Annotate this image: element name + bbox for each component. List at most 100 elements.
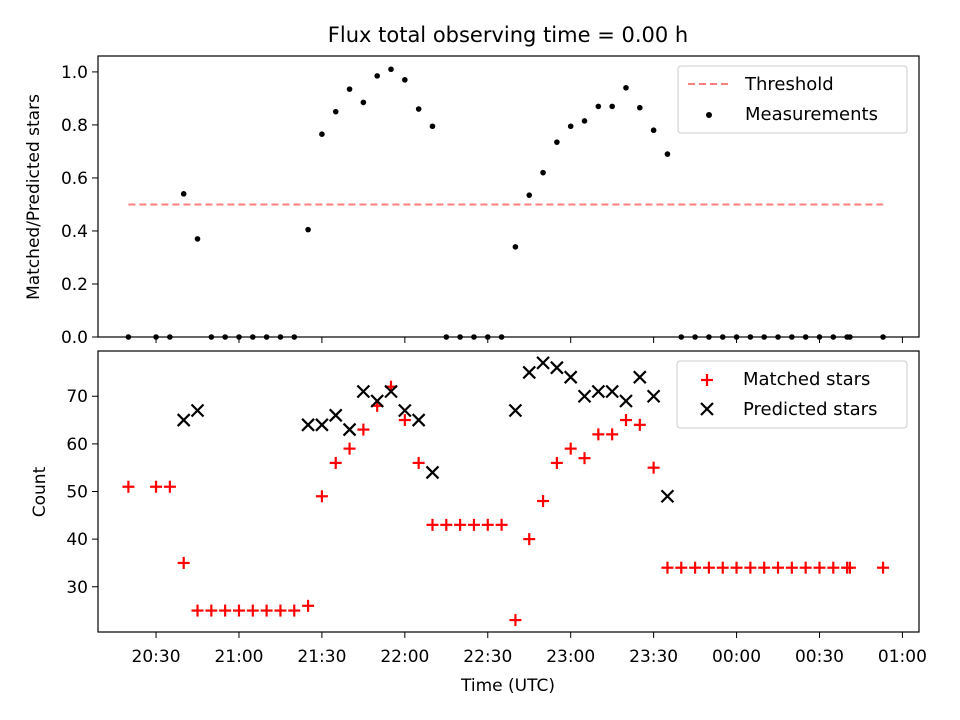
matched-star-point xyxy=(412,456,425,469)
matched-star-point xyxy=(716,561,729,574)
matched-star-point xyxy=(606,428,619,441)
matched-star-point xyxy=(440,518,453,531)
measurement-point xyxy=(595,103,602,110)
matched-star-point xyxy=(877,561,890,574)
matched-star-point xyxy=(357,423,370,436)
measurement-point xyxy=(346,86,353,92)
count-x-axis-label: Time (UTC) xyxy=(460,676,555,696)
measurement-point xyxy=(609,103,615,110)
matched-star-point xyxy=(813,561,826,574)
matched-star-point xyxy=(495,518,508,531)
ratio-y-tick-label: 0.4 xyxy=(61,222,88,242)
matched-star-point xyxy=(564,442,577,455)
matched-star-point xyxy=(772,561,785,574)
matched-star-point xyxy=(163,480,176,493)
ratio-legend-box xyxy=(677,65,908,134)
measurement-point xyxy=(637,104,643,111)
matched-star-point xyxy=(343,442,356,455)
ratio-y-axis-label: Matched/Predicted stars xyxy=(24,94,44,300)
measurement-point xyxy=(319,131,325,138)
matched-star-point xyxy=(730,561,743,574)
matched-star-point xyxy=(246,604,259,617)
matched-star-point xyxy=(689,561,702,574)
predicted-star-point xyxy=(384,384,398,399)
count-x-tick-label: 00:00 xyxy=(712,647,761,667)
matched-star-point xyxy=(592,428,605,441)
matched-star-point xyxy=(827,561,840,574)
predicted-star-point xyxy=(660,489,675,504)
predicted-star-point xyxy=(591,384,606,399)
measurement-point xyxy=(581,118,588,124)
matched-star-point xyxy=(191,604,204,617)
count-y-tick-label: 60 xyxy=(66,435,88,455)
matched-star-point xyxy=(619,414,632,427)
count-plot-frame xyxy=(97,350,920,633)
matched-star-point xyxy=(537,495,550,508)
matched-star-point xyxy=(454,518,467,531)
matched-star-point xyxy=(467,518,480,531)
predicted-star-point xyxy=(301,418,315,432)
ratio-y-tick-label: 0.8 xyxy=(61,116,88,136)
predicted-star-point xyxy=(619,394,633,408)
legend-predicted-swatch xyxy=(700,402,714,416)
predicted-star-point xyxy=(176,413,191,427)
count-legend: Matched stars Predicted stars xyxy=(676,360,908,429)
count-y-tick-label: 50 xyxy=(66,483,88,503)
matched-star-point xyxy=(426,518,439,531)
matched-star-point xyxy=(219,604,232,617)
predicted-star-point xyxy=(563,370,578,384)
predicted-star-point xyxy=(425,465,440,480)
predicted-star-point xyxy=(508,403,523,418)
count-x-tick-label: 23:30 xyxy=(629,647,678,667)
matched-star-point xyxy=(329,456,342,469)
predicted-star-point xyxy=(342,422,357,437)
matched-star-point xyxy=(675,561,688,574)
matched-star-point xyxy=(232,604,245,617)
predicted-star-point xyxy=(411,413,426,427)
measurement-point xyxy=(360,99,367,106)
predicted-star-point xyxy=(328,408,343,423)
measurement-point xyxy=(388,66,394,73)
matched-star-point xyxy=(205,604,218,617)
predicted-star-point xyxy=(398,403,412,418)
count-marks xyxy=(122,356,890,627)
matched-star-point xyxy=(398,414,411,427)
measurement-point xyxy=(180,191,187,197)
count-x-tick-label: 21:00 xyxy=(214,647,263,667)
predicted-star-point xyxy=(633,370,647,384)
count-x-tick-label: 00:30 xyxy=(795,647,844,667)
predicted-star-point xyxy=(577,389,592,404)
legend-matched-label: Matched stars xyxy=(743,369,870,390)
ratio-plot-frame xyxy=(97,55,920,338)
ratio-panel: 0.0 0.2 0.4 0.6 0.8 1.0 Matched/Predicted sta… xyxy=(24,55,920,348)
predicted-star-point xyxy=(550,360,564,375)
predicted-star-point xyxy=(522,365,537,380)
measurement-point xyxy=(402,77,408,83)
legend-threshold-label: Threshold xyxy=(744,74,834,95)
measurement-point xyxy=(429,123,436,130)
count-x-tick-label: 22:00 xyxy=(380,647,429,667)
count-y-tick-label: 40 xyxy=(66,530,88,550)
matched-star-point xyxy=(843,561,856,574)
predicted-star-point xyxy=(315,418,329,432)
count-y-axis: 30 40 50 60 70 xyxy=(66,387,98,598)
ratio-y-tick-label: 0.2 xyxy=(61,275,88,295)
measurement-point xyxy=(305,226,311,233)
measurement-point xyxy=(194,236,201,242)
measurement-point xyxy=(512,244,519,250)
matched-star-point xyxy=(744,561,757,574)
measurement-point xyxy=(664,151,671,157)
measurement-point xyxy=(332,108,339,115)
count-y-tick-label: 30 xyxy=(66,578,88,598)
legend-measurements-swatch xyxy=(706,112,712,118)
matched-star-point xyxy=(315,490,328,503)
matched-star-point xyxy=(260,604,273,617)
predicted-star-point xyxy=(646,389,661,404)
count-y-axis-label: Count xyxy=(30,466,50,517)
count-x-tick-label: 21:30 xyxy=(297,647,346,667)
measurement-point xyxy=(650,127,657,134)
measurement-point xyxy=(526,192,533,198)
count-y-tick-label: 70 xyxy=(66,387,88,407)
count-legend-box xyxy=(676,360,908,429)
count-x-tick-label: 20:30 xyxy=(132,647,181,667)
